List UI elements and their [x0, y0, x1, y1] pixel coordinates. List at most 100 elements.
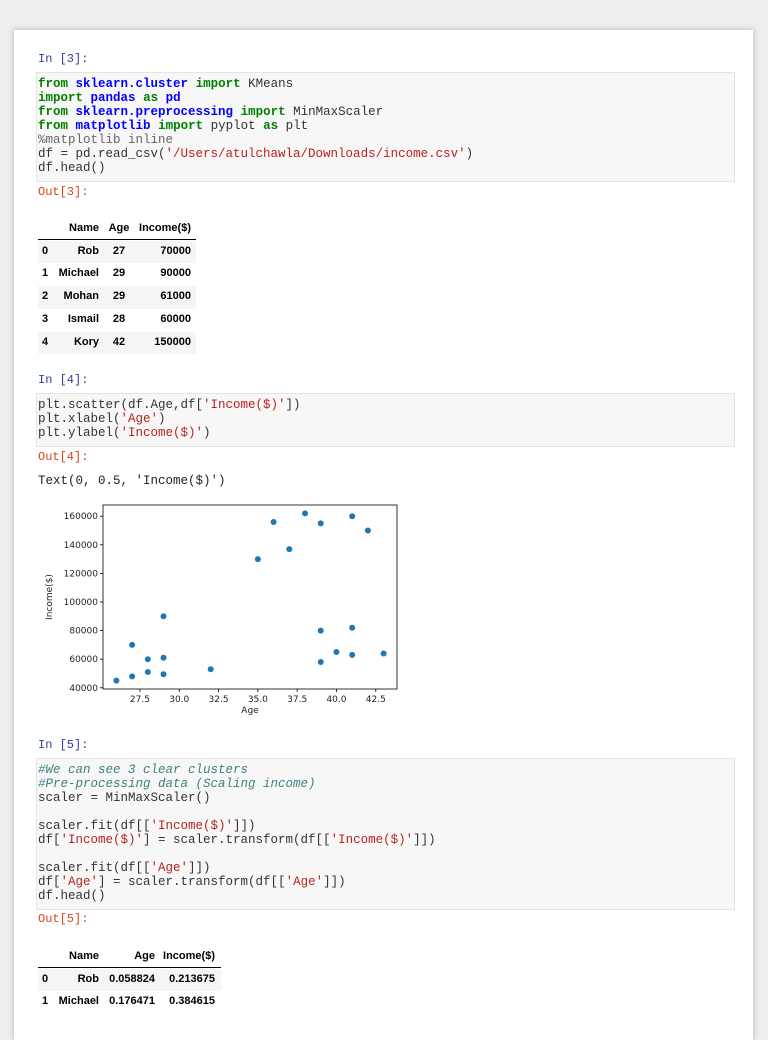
code-line: df.head() — [38, 889, 106, 903]
code-line: #We can see 3 clear clusters — [38, 763, 248, 777]
code-token: 'Income($)' — [330, 833, 414, 847]
code-token: df.head() — [38, 161, 106, 175]
table-cell: 150000 — [154, 335, 191, 348]
code-token: from — [38, 77, 69, 91]
x-tick-label: 30.0 — [169, 695, 189, 705]
code-token: ]]) — [413, 833, 436, 847]
code-line: df.head() — [38, 161, 106, 175]
code-token: #We can see 3 clear clusters — [38, 763, 249, 777]
code-line: from sklearn.cluster import KMeans — [38, 77, 293, 91]
code-line: scaler.fit(df[['Income($)']]) — [38, 819, 256, 833]
code-token: KMeans — [240, 77, 294, 91]
table-header-rule — [38, 967, 221, 968]
table-row-bg — [38, 286, 196, 309]
output-text: Text(0, 0.5, 'Income($)') — [38, 474, 226, 488]
code-token: #Pre-processing data (Scaling income) — [38, 777, 316, 791]
scatter-point — [317, 627, 324, 634]
y-tick-label: 140000 — [64, 541, 99, 551]
code-token: from — [38, 105, 69, 119]
x-tick-label: 35.0 — [248, 695, 268, 705]
table-cell: 0.213675 — [169, 972, 215, 985]
code-line: plt.xlabel('Age') — [38, 412, 166, 426]
code-line: from matplotlib import pyplot as plt — [38, 119, 308, 133]
code-token: scaler.fit(df[[ — [38, 861, 151, 875]
code-token: 'Age' — [150, 861, 189, 875]
table-header: Name — [69, 950, 99, 962]
table-cell: 0.384615 — [169, 995, 215, 1008]
code-token — [151, 119, 159, 133]
scatter-point — [349, 624, 356, 631]
code-token: as — [263, 119, 279, 133]
x-axis-label: Age — [241, 706, 259, 716]
code-token: plt.xlabel( — [38, 412, 121, 426]
scatter-point — [333, 649, 340, 656]
code-token: ) — [203, 426, 211, 440]
table-cell: 3 — [42, 312, 49, 325]
table-header: Age — [108, 222, 130, 234]
y-tick-label: 120000 — [64, 569, 99, 579]
scatter-point — [286, 546, 293, 553]
cell-prompt: In [5]: — [38, 738, 89, 752]
scatter-point — [160, 613, 167, 620]
scatter-point — [302, 510, 309, 517]
code-token: df.head() — [38, 889, 106, 903]
table-cell: 2 — [42, 290, 49, 303]
code-line: df['Income($)'] = scaler.transform(df[['… — [38, 833, 436, 847]
code-token: pandas — [90, 91, 136, 105]
cell-prompt: In [4]: — [38, 373, 89, 387]
code-token: df[ — [38, 875, 61, 889]
table-cell: 28 — [112, 312, 126, 325]
table-cell: 29 — [112, 267, 126, 280]
code-token: 'Income($)' — [150, 819, 234, 833]
table-header: Age — [134, 950, 155, 962]
code-token: df[ — [38, 833, 61, 847]
x-tick-label: 32.5 — [209, 695, 229, 705]
code-token — [68, 77, 76, 91]
code-token — [83, 91, 91, 105]
scatter-point — [349, 513, 356, 520]
code-box — [36, 758, 735, 910]
table-header-rule — [38, 239, 196, 240]
x-tick-label: 37.5 — [287, 695, 307, 705]
code-line: plt.ylabel('Income($)') — [38, 426, 211, 440]
code-token: plt.scatter(df.Age,df[ — [38, 398, 204, 412]
y-axis-label: Income($) — [45, 574, 55, 620]
cell-prompt: Out[5]: — [38, 912, 89, 926]
cell-prompt: Out[4]: — [38, 450, 89, 464]
table-header: Income($) — [139, 222, 191, 234]
table-cell: Michael — [58, 267, 99, 280]
code-token: %matplotlib inline — [38, 133, 174, 147]
y-tick-label: 80000 — [69, 627, 98, 637]
code-token: '/Users/atulchawla/Downloads/income.csv' — [165, 147, 466, 161]
table-cell: Kory — [73, 335, 99, 348]
code-box — [36, 393, 735, 447]
code-token: 'Income($)' — [120, 426, 204, 440]
code-token: df = pd.read_csv( — [38, 147, 166, 161]
code-token: scaler = MinMaxScaler() — [38, 791, 211, 805]
table-cell: 42 — [112, 335, 126, 348]
code-token — [68, 119, 76, 133]
scatter-point — [160, 654, 167, 661]
code-token: ] = scaler.transform(df[[ — [98, 875, 286, 889]
code-token: sklearn.cluster — [75, 77, 189, 91]
table-cell: 0 — [42, 972, 49, 985]
table-header: Name — [69, 222, 99, 234]
y-tick-label: 100000 — [64, 598, 99, 608]
code-token: ] = scaler.transform(df[[ — [143, 833, 331, 847]
scatter-point — [113, 677, 120, 684]
table-row-bg — [38, 331, 196, 355]
scatter-point — [207, 666, 214, 673]
scatter-point — [317, 520, 324, 527]
scatter-point — [380, 650, 387, 657]
code-token: as — [143, 91, 159, 105]
code-line: plt.scatter(df.Age,df['Income($)']) — [38, 398, 301, 412]
code-line: #Pre-processing data (Scaling income) — [38, 777, 316, 791]
code-token: plt — [278, 119, 309, 133]
code-token: import — [38, 91, 84, 105]
code-token — [68, 105, 76, 119]
code-token — [136, 91, 144, 105]
code-line: %matplotlib inline — [38, 133, 173, 147]
code-token: 'Income($)' — [60, 833, 144, 847]
table-cell: 90000 — [160, 267, 191, 280]
